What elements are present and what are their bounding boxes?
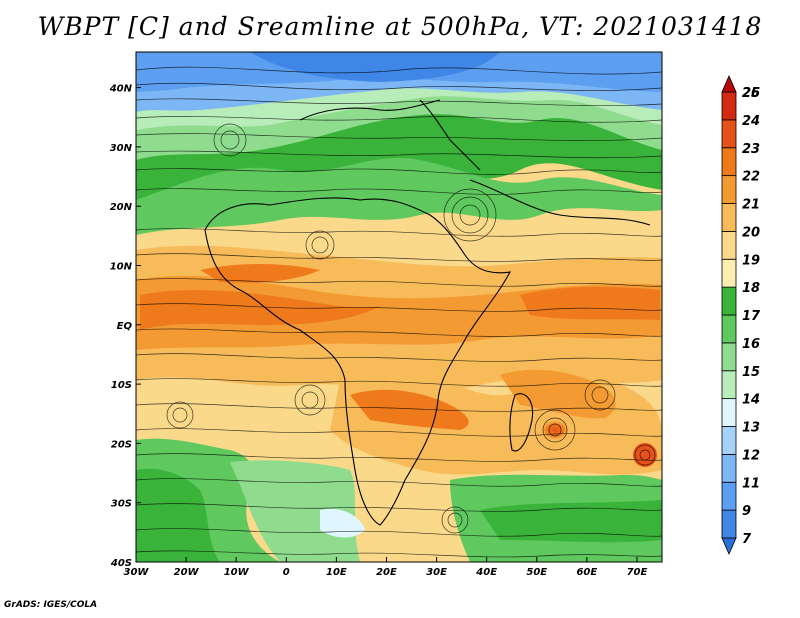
colorbar-label: 12 (742, 448, 760, 463)
colorbar-bin (721, 426, 737, 455)
colorbar-bin (721, 175, 737, 204)
lon-tick-label: 50E (526, 567, 547, 578)
lon-tick-label: 30W (124, 567, 150, 578)
wbpt-field (136, 52, 662, 562)
colorbar-label: 15 (742, 365, 760, 380)
longitude-axis: 30W 20W 10W 0 10E 20E 30E 40E 50E 60E 70E (124, 557, 648, 578)
colorbar-bin (721, 75, 737, 93)
colorbar-label: 11 (742, 476, 760, 491)
lon-tick-label: 10E (326, 567, 347, 578)
colorbar-label: 23 (742, 142, 760, 157)
lat-tick-label: EQ (117, 321, 133, 332)
colorbar-label: 24 (742, 114, 760, 129)
lon-tick-label: 60E (576, 567, 597, 578)
colorbar-bin (721, 286, 737, 316)
streamlines (136, 66, 662, 558)
colorbar-bin (721, 230, 737, 260)
colorbar-bin (721, 314, 737, 344)
lon-tick-label: 20E (376, 567, 397, 578)
colorbar-bin (721, 91, 737, 121)
lat-tick-label: 30S (111, 499, 132, 510)
lon-tick-label: 30E (426, 567, 447, 578)
lat-tick-label: 30N (110, 143, 133, 154)
lat-tick-label: 20S (111, 439, 132, 450)
colorbar-bin (721, 203, 737, 232)
grads-credit: GrADS: IGES/COLA (4, 600, 98, 610)
colorbar-label: 7 (742, 532, 752, 547)
colorbar-bin (721, 147, 737, 177)
lon-tick-label: 0 (283, 567, 290, 578)
lon-tick-label: 70E (627, 567, 648, 578)
colorbar-label: 26 (742, 86, 760, 101)
colorbar-bin (721, 370, 737, 400)
colorbar-label: 20 (742, 225, 760, 240)
colorbar-label: 22 (742, 170, 760, 185)
lat-tick-label: 20N (110, 202, 133, 213)
coastlines (204, 99, 651, 526)
colorbar-bin (721, 342, 737, 372)
lon-tick-label: 40E (475, 567, 497, 578)
colorbar-bin (721, 481, 737, 511)
colorbar-bin (721, 509, 737, 539)
colorbar-label: 18 (742, 281, 760, 296)
colorbar-label: 9 (742, 504, 751, 519)
lat-tick-label: 10N (110, 261, 133, 272)
lat-tick-label: 10S (111, 380, 132, 391)
colorbar-label: 17 (742, 309, 761, 324)
colorbar-bin (721, 537, 737, 555)
lon-tick-label: 20W (174, 567, 200, 578)
colorbar-bin (721, 119, 737, 149)
colorbar-label: 21 (742, 198, 760, 213)
latitude-axis: 40S 30S 20S 10S EQ 10N 20N 30N 40N (109, 84, 141, 569)
lon-tick-label: 10W (224, 567, 250, 578)
colorbar-bin (721, 398, 737, 427)
colorbar-label: 25 (742, 86, 760, 101)
lat-tick-label: 40N (109, 84, 133, 95)
colorbar-bin (721, 258, 737, 288)
colorbar-label: 19 (742, 253, 760, 268)
colorbar-label: 14 (742, 393, 760, 408)
colorbar-label: 16 (742, 337, 760, 352)
colorbar-label: 13 (742, 421, 760, 436)
lat-tick-label: 40S (110, 558, 132, 569)
map-title: WBPT [C] and Sreamline at 500hPa, VT: 20… (37, 12, 763, 41)
plot-frame (135, 51, 663, 563)
colorbar-bin (721, 453, 737, 483)
